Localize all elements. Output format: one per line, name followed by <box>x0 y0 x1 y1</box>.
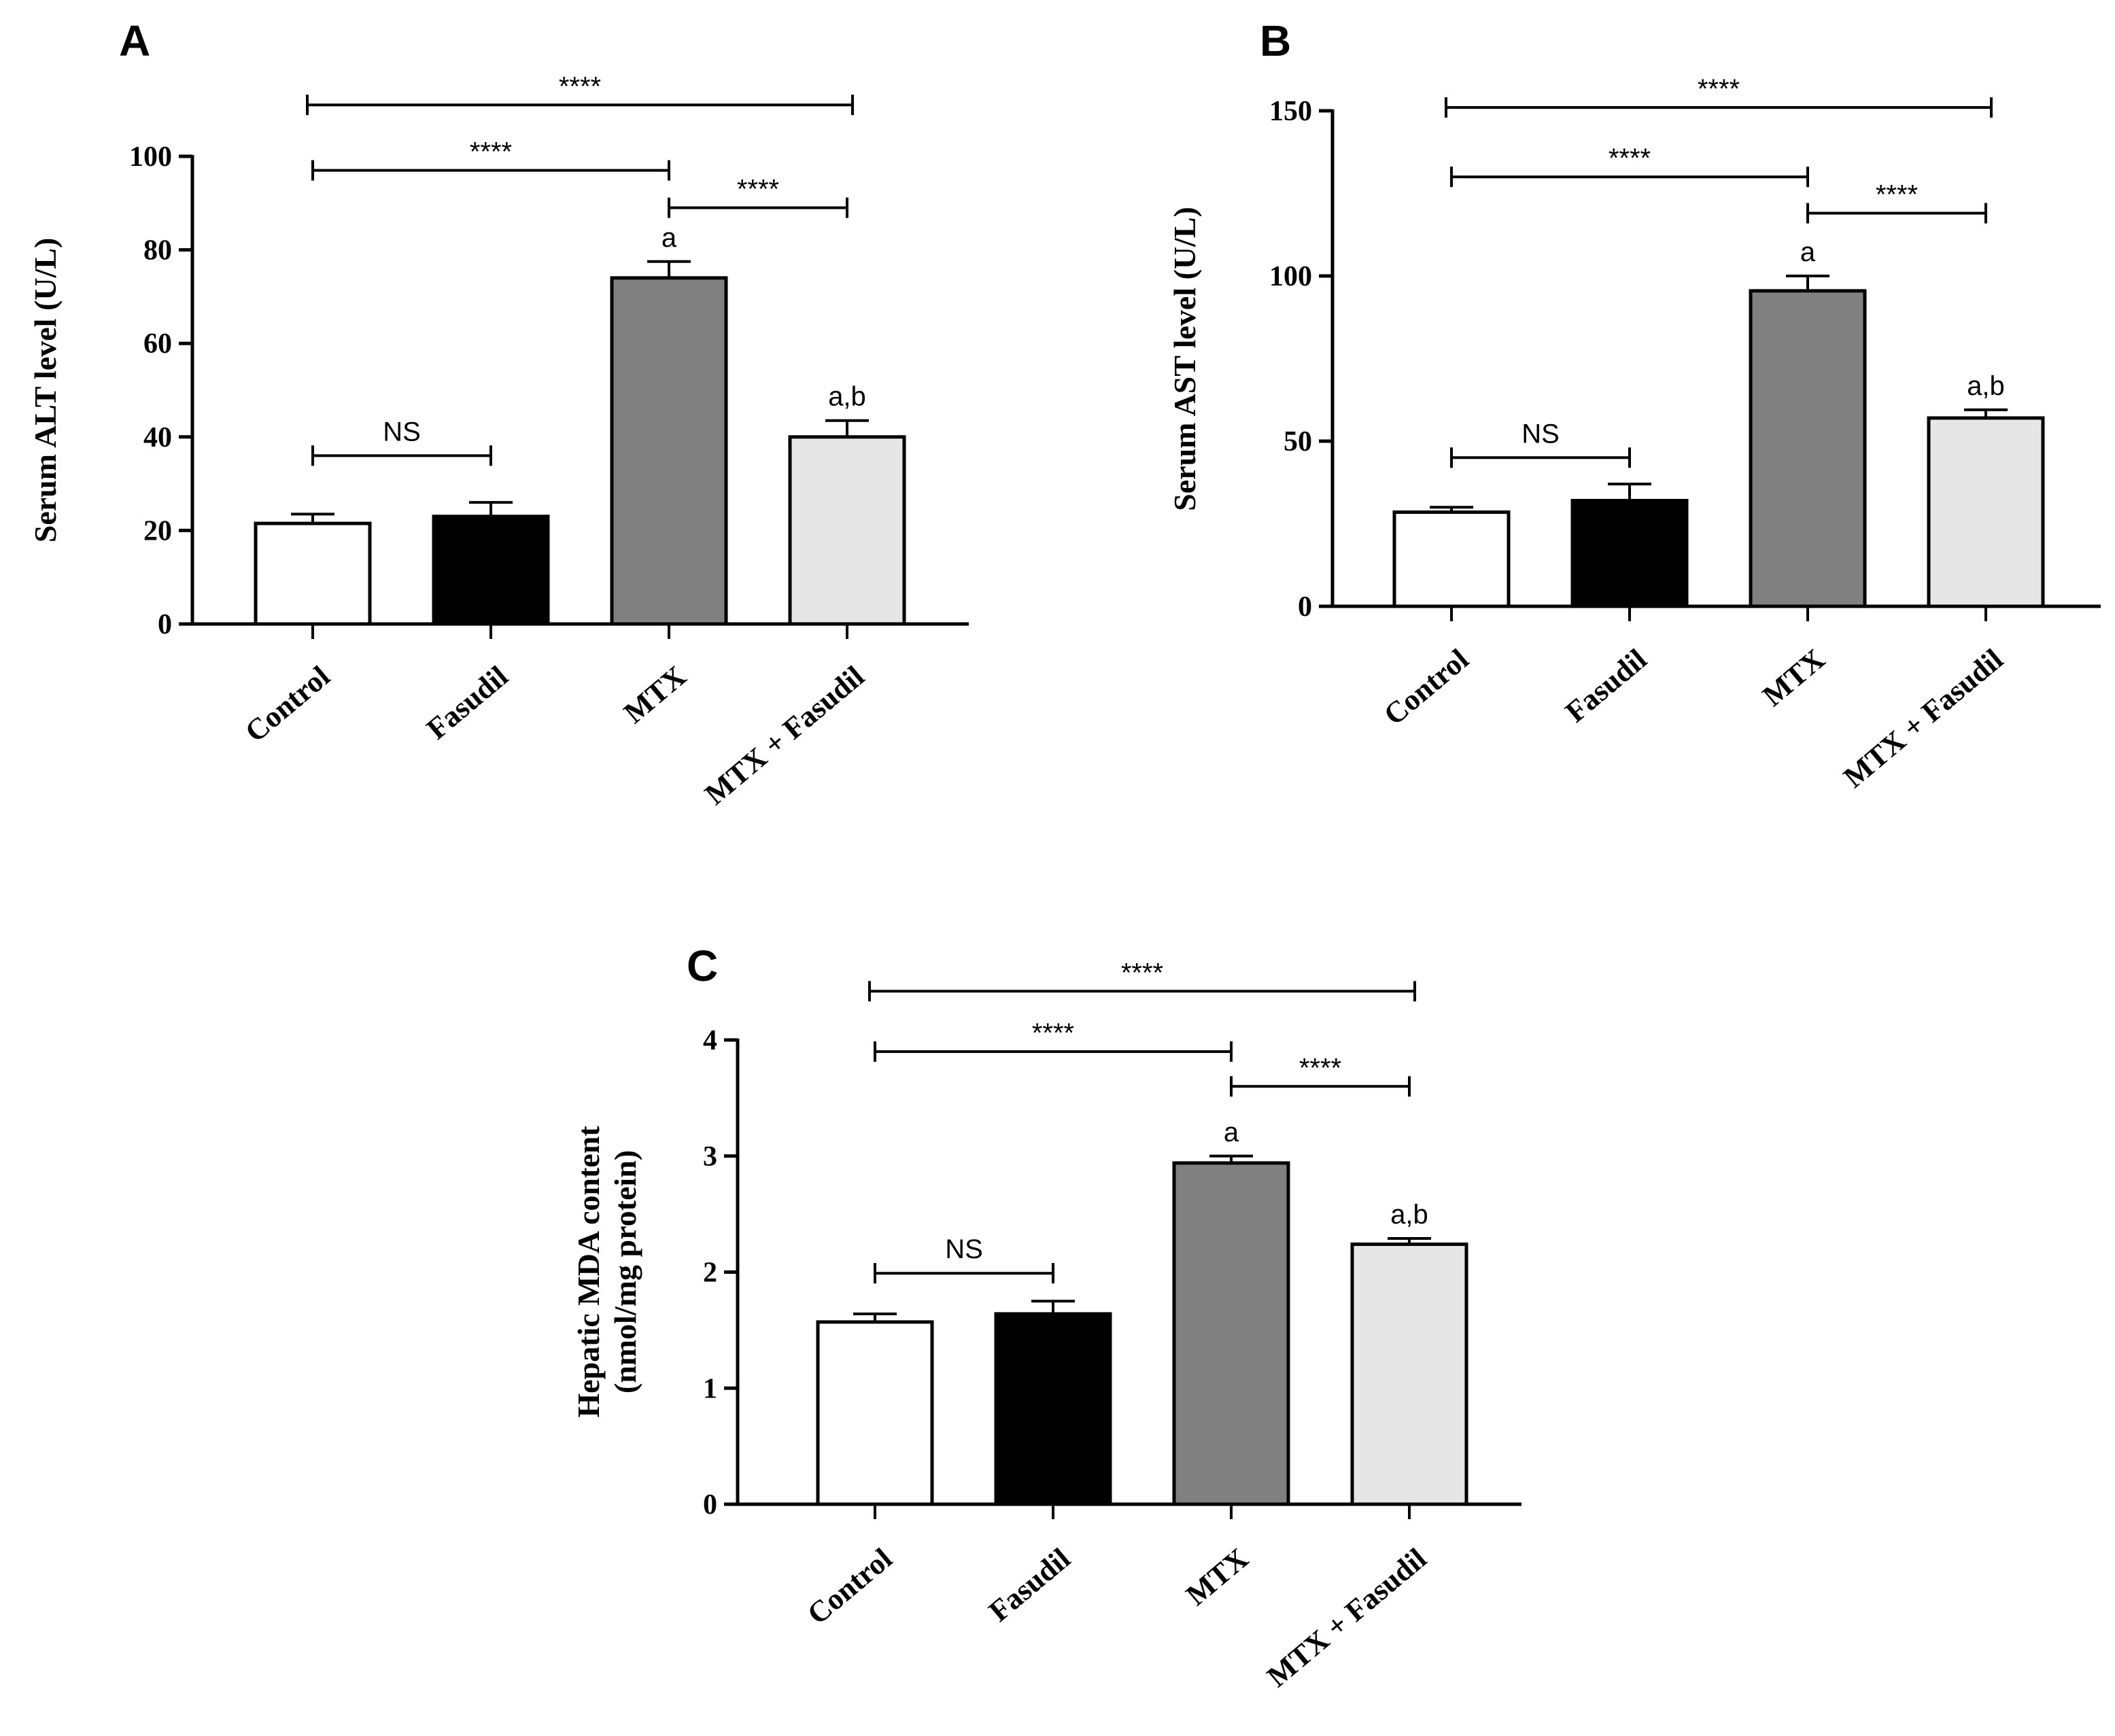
y-tick-label: 0 <box>703 1489 717 1521</box>
bar-mtx <box>610 276 728 626</box>
y-tick-label: 2 <box>703 1257 717 1289</box>
significance-letter: a <box>661 223 677 253</box>
bar-control <box>254 521 372 626</box>
y-tick-label: 20 <box>143 515 172 546</box>
y-tick-label: 3 <box>703 1141 717 1173</box>
y-tick-label: 0 <box>158 609 172 640</box>
comparison-bracket: NS <box>1450 419 1631 468</box>
bracket-label: **** <box>737 175 779 205</box>
significance-letter: a,b <box>1390 1200 1428 1230</box>
bar-mtx-fasudil <box>788 435 906 626</box>
bar-fasudil <box>432 515 550 626</box>
significance-letter: a,b <box>1967 371 2005 401</box>
bracket-label: **** <box>1121 958 1163 988</box>
bracket-label: NS <box>1521 419 1560 449</box>
comparison-bracket: **** <box>874 1018 1233 1062</box>
y-tick-label: 150 <box>1269 96 1312 127</box>
comparison-bracket: **** <box>311 137 670 181</box>
y-axis-title: Serum AST level (U/L) <box>1167 207 1202 511</box>
panel-letter: C <box>687 941 718 990</box>
comparison-bracket: **** <box>1450 143 1809 188</box>
y-axis-title: Serum ALT level (U/L) <box>28 238 63 543</box>
bracket-label: NS <box>945 1234 983 1264</box>
y-tick-label: 40 <box>143 422 172 453</box>
bracket-label: **** <box>470 137 512 167</box>
y-tick-label: 0 <box>1298 591 1312 623</box>
bar-mtx-fasudil <box>1927 416 2045 608</box>
comparison-bracket: **** <box>1445 74 1993 118</box>
bracket-label: **** <box>1032 1018 1074 1048</box>
bracket-label: **** <box>1698 74 1740 104</box>
y-tick-label: 100 <box>1269 261 1312 292</box>
y-tick-label: 80 <box>143 235 172 266</box>
comparison-bracket: **** <box>868 958 1416 1002</box>
bracket-label: **** <box>1609 143 1651 173</box>
comparison-bracket: **** <box>668 175 848 218</box>
bar-fasudil <box>994 1312 1112 1506</box>
y-axis-title: (nmol/mg protein) <box>608 1150 642 1393</box>
significance-letter: a <box>1800 237 1816 267</box>
bar-fasudil <box>1570 498 1689 608</box>
significance-letter: a,b <box>828 382 866 412</box>
bar-mtx <box>1749 289 1867 608</box>
bracket-label: **** <box>1299 1053 1341 1083</box>
comparison-bracket: **** <box>1230 1053 1411 1097</box>
comparison-bracket: **** <box>1806 180 1987 224</box>
comparison-bracket: NS <box>874 1234 1054 1284</box>
bracket-label: NS <box>383 417 421 447</box>
significance-letter: a <box>1224 1117 1239 1147</box>
comparison-bracket: NS <box>311 417 492 466</box>
y-tick-label: 4 <box>703 1025 717 1056</box>
y-axis-title: Hepatic MDA content <box>571 1126 606 1418</box>
bar-mtx <box>1172 1161 1290 1506</box>
y-tick-label: 100 <box>129 141 172 173</box>
comparison-bracket: **** <box>306 71 854 116</box>
panel-letter: B <box>1260 16 1291 65</box>
y-tick-label: 50 <box>1284 426 1312 457</box>
bar-control <box>1392 510 1511 608</box>
bar-mtx-fasudil <box>1350 1243 1468 1506</box>
panel-letter: A <box>119 16 150 65</box>
y-tick-label: 60 <box>143 328 172 360</box>
y-tick-label: 1 <box>703 1373 717 1404</box>
bracket-label: **** <box>1876 180 1918 210</box>
bar-control <box>816 1320 934 1506</box>
bracket-label: **** <box>559 71 601 101</box>
